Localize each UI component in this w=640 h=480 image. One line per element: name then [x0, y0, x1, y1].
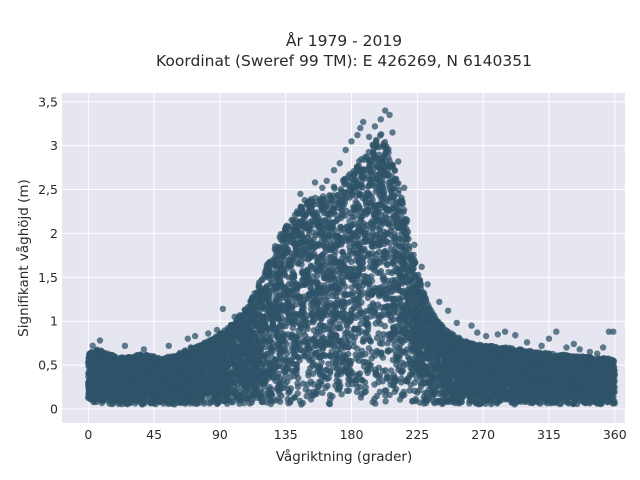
data-point [406, 387, 413, 394]
data-point [348, 258, 355, 266]
data-point [353, 234, 361, 241]
chart-subtitle: Koordinat (Sweref 99 TM): E 426269, N 61… [156, 52, 532, 70]
chart-title: År 1979 - 2019 [286, 31, 402, 50]
data-point [398, 375, 405, 382]
data-point [382, 398, 389, 405]
data-point [355, 357, 362, 364]
data-point [266, 384, 273, 391]
data-point [357, 320, 364, 328]
data-point [338, 391, 345, 398]
data-point [319, 389, 326, 396]
data-point [277, 398, 284, 405]
data-point [362, 153, 369, 160]
data-point [329, 364, 337, 371]
data-point [378, 131, 385, 138]
data-point [281, 272, 289, 279]
data-point [330, 183, 338, 190]
data-point [295, 374, 302, 382]
scatter-points [85, 107, 618, 408]
data-point [307, 396, 315, 403]
data-point [385, 268, 392, 276]
